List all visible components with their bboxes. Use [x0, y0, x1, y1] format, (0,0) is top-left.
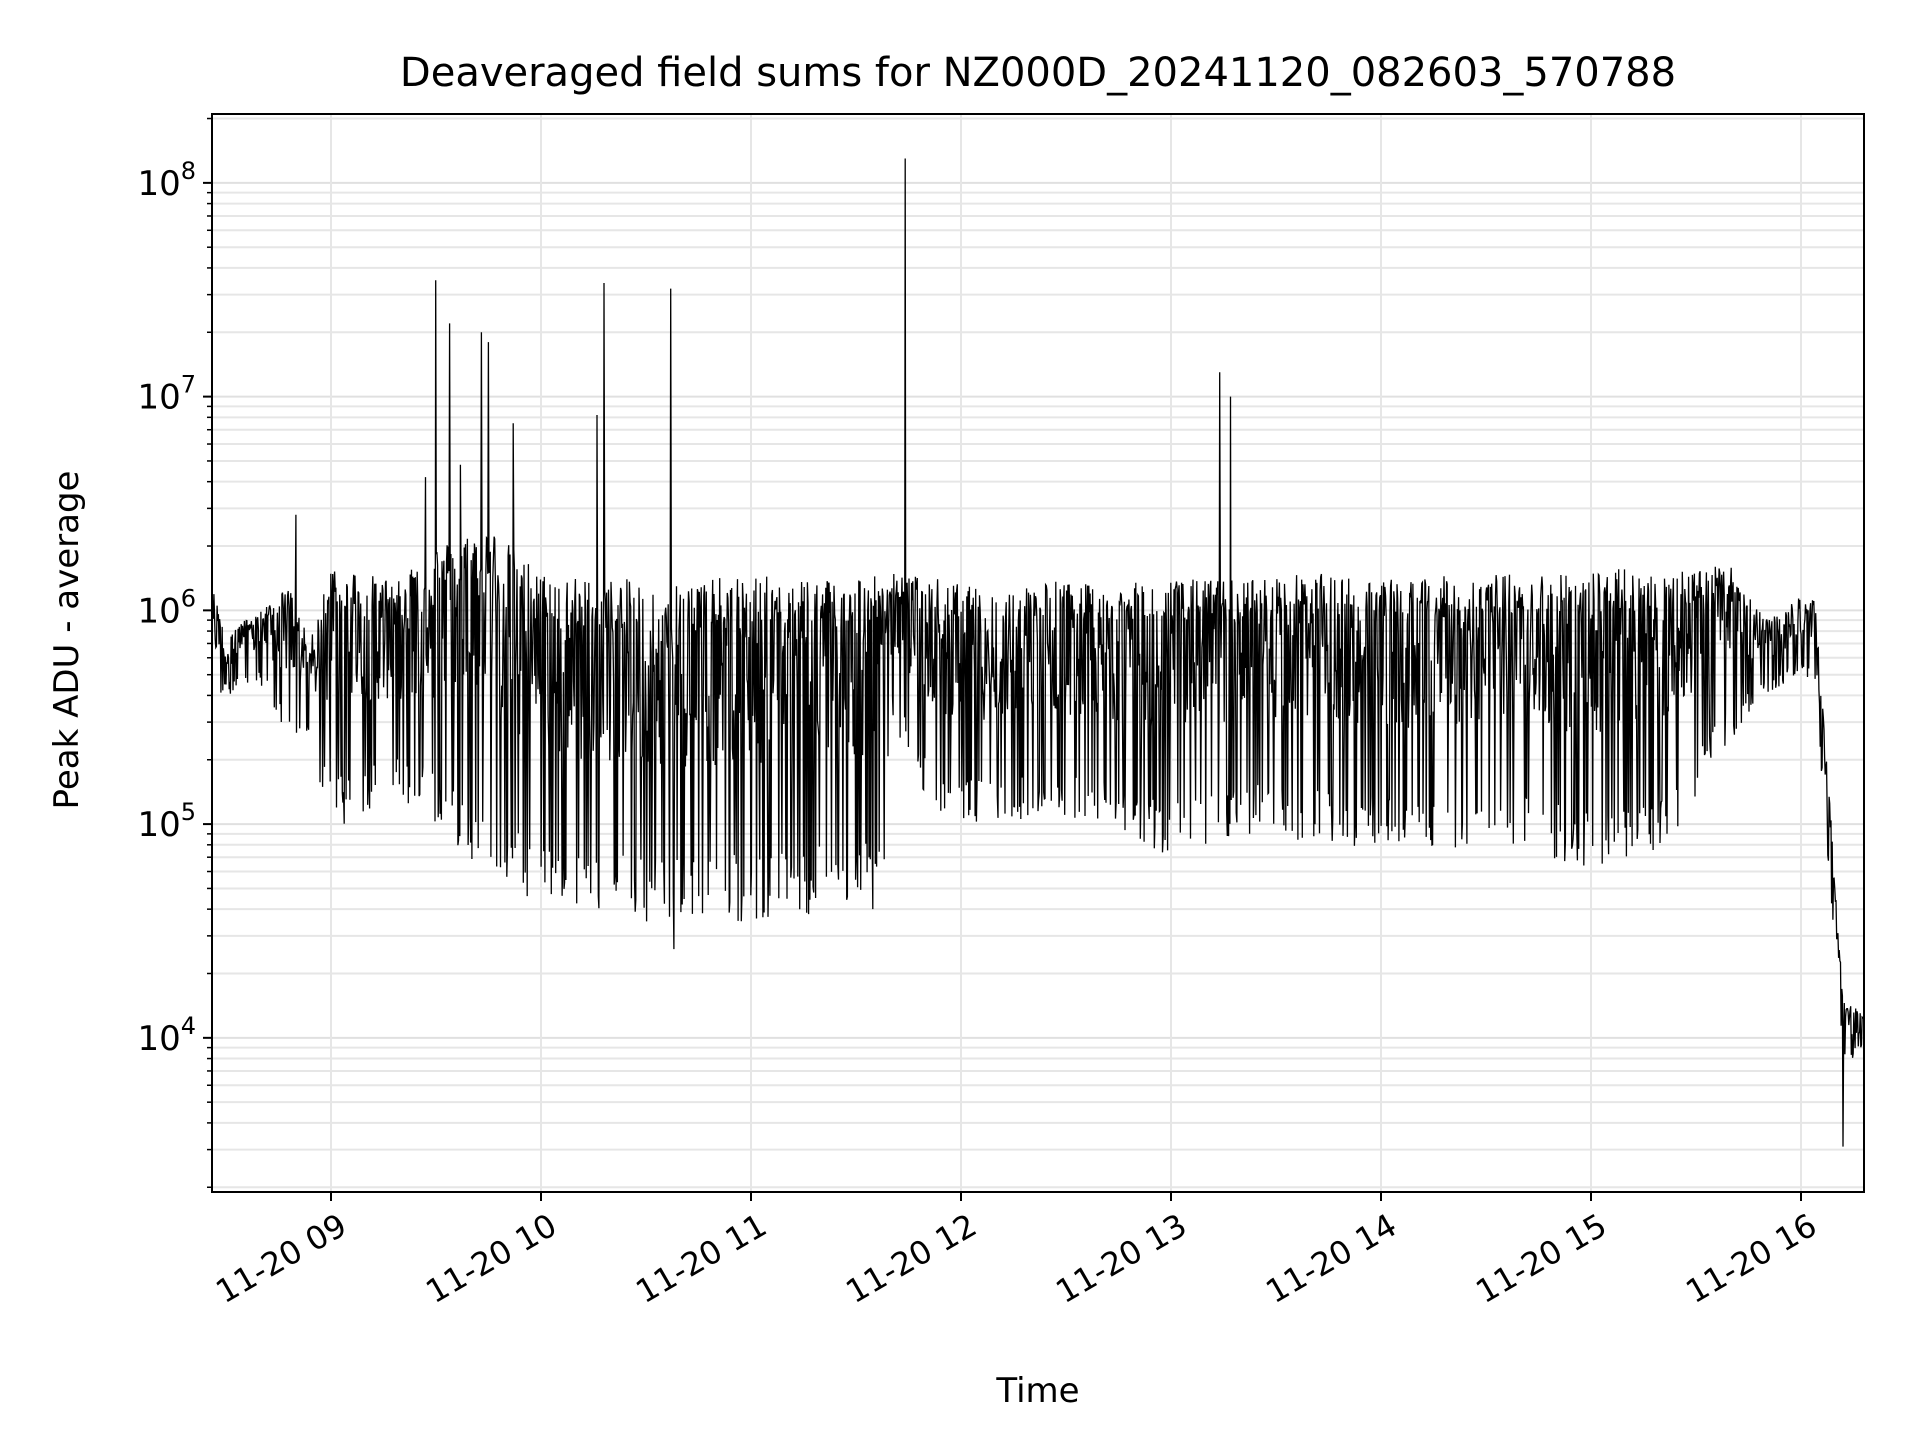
y-tick-label: 106: [137, 584, 196, 631]
series-trace: [211, 158, 1865, 1147]
y-tick-label: 105: [137, 798, 196, 845]
y-axis-label: Peak ADU - average: [47, 471, 87, 810]
y-tick-label: 104: [137, 1012, 196, 1059]
y-tick-label: 108: [137, 157, 196, 204]
y-tick-label: 107: [137, 371, 196, 418]
chart-title: Deaveraged field sums for NZ000D_2024112…: [400, 50, 1676, 96]
x-axis-label: Time: [995, 1371, 1079, 1411]
series-line: [211, 158, 1865, 1147]
plot-frame: [211, 113, 1865, 1193]
